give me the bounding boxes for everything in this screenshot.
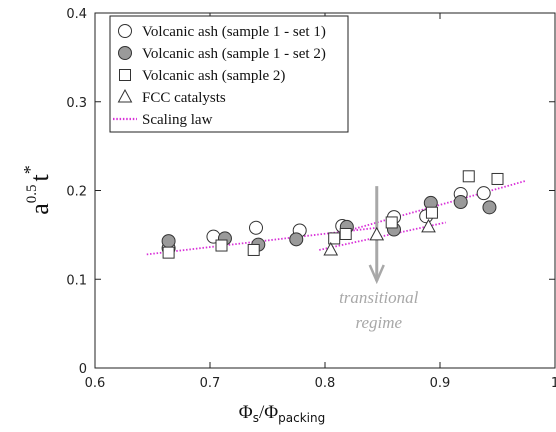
annotation-text: transitional	[339, 288, 419, 307]
marker-circle-filled	[453, 195, 468, 210]
legend-entry-label: Volcanic ash (sample 1 - set 1)	[142, 24, 326, 40]
marker-circle-open	[249, 220, 263, 235]
y-tick-label: 0.1	[66, 273, 87, 288]
marker-triangle-open	[369, 226, 385, 241]
marker-circle-filled	[289, 232, 304, 247]
annotation-arrow-head	[368, 264, 385, 285]
annotation-text: regime	[355, 313, 402, 332]
legend-box	[109, 15, 349, 133]
marker-circle-open	[118, 24, 132, 38]
marker-square-open	[119, 69, 131, 81]
y-tick-label: 0.3	[66, 96, 87, 111]
y-axis-label-exponent: 0.5	[24, 184, 40, 203]
marker-square-open	[425, 206, 438, 219]
marker-square-open	[162, 246, 175, 259]
marker-square-open	[385, 216, 398, 229]
legend-entry-label: FCC catalysts	[142, 90, 226, 106]
x-axis-label-main: Φ	[239, 402, 253, 423]
marker-triangle-open	[117, 88, 133, 103]
marker-square-open	[339, 227, 352, 240]
legend-entry-label: Volcanic ash (sample 2)	[142, 68, 285, 84]
legend: Volcanic ash (sample 1 - set 1) Volcanic …	[109, 15, 349, 133]
marker-square-open	[215, 239, 228, 252]
marker-square-open	[328, 232, 341, 245]
y-axis-label: a0.5 t*	[20, 165, 54, 215]
y-axis-label-t: t	[25, 173, 54, 181]
marker-square-open	[462, 170, 475, 183]
x-axis-label-sub-packing: packing	[278, 411, 325, 425]
x-axis-label-sub-s: s	[253, 411, 259, 425]
x-axis-label-slash: /Φ	[259, 402, 278, 423]
y-tick-label: 0.4	[66, 7, 87, 22]
marker-circle-filled	[161, 234, 176, 249]
marker-circle-filled	[482, 200, 497, 215]
marker-circle-open	[476, 186, 491, 201]
marker-circle-filled	[118, 46, 132, 60]
transitional-regime-annotation: transitional regime	[339, 186, 419, 332]
x-tick-label: 0.9	[430, 376, 451, 391]
x-tick-label: 0.8	[315, 376, 336, 391]
x-tick-label: 1	[551, 376, 556, 391]
y-tick-label: 0.2	[66, 185, 87, 200]
data-markers	[161, 170, 504, 259]
marker-triangle-open	[323, 241, 339, 256]
legend-entry-label: Volcanic ash (sample 1 - set 2)	[142, 46, 326, 62]
marker-square-open	[491, 172, 504, 185]
axis-ticks: 0.6 0.7 0.8 0.9 1 0 0.1 0.2 0.3 0.4	[66, 7, 556, 391]
y-axis-label-base: a	[25, 203, 54, 215]
y-tick-label: 0	[79, 362, 87, 377]
marker-square-open	[247, 243, 260, 256]
marker-triangle-open	[421, 218, 436, 233]
x-tick-label: 0.6	[85, 376, 106, 391]
x-tick-label: 0.7	[200, 376, 221, 391]
scaling-law-segment	[342, 179, 527, 234]
x-axis-label: Φs/Φpacking	[239, 402, 325, 425]
legend-entry-label: Scaling law	[142, 112, 213, 128]
y-axis-label-star: *	[20, 165, 40, 174]
